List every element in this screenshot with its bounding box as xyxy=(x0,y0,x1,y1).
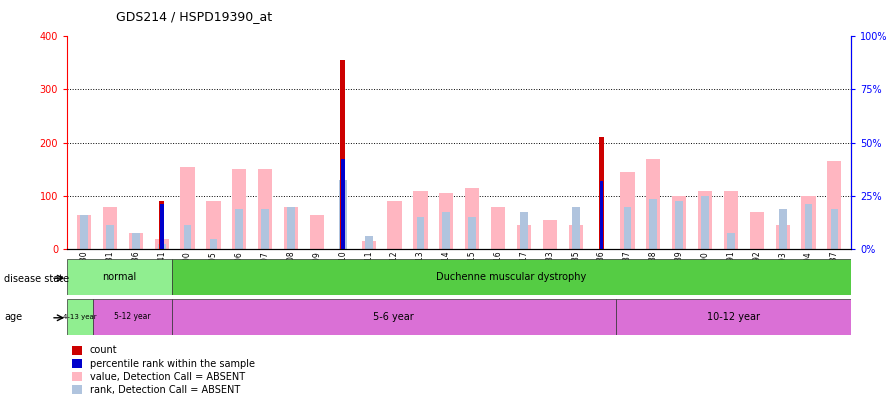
Bar xyxy=(236,209,243,249)
Bar xyxy=(569,225,582,249)
Bar xyxy=(184,225,192,249)
Bar xyxy=(284,207,298,249)
Bar xyxy=(232,169,246,249)
Bar xyxy=(206,201,220,249)
Bar xyxy=(210,239,217,249)
Text: age: age xyxy=(4,312,22,322)
Bar xyxy=(702,196,709,249)
Bar xyxy=(106,225,114,249)
Bar xyxy=(827,161,841,249)
Text: rank, Detection Call = ABSENT: rank, Detection Call = ABSENT xyxy=(90,385,240,395)
Bar xyxy=(779,209,787,249)
Bar xyxy=(801,196,815,249)
Bar xyxy=(310,215,324,249)
Bar xyxy=(805,204,813,249)
Bar xyxy=(443,212,450,249)
Bar xyxy=(724,190,738,249)
Bar xyxy=(572,207,580,249)
Bar xyxy=(172,299,616,335)
Bar xyxy=(132,233,140,249)
Text: 10-12 year: 10-12 year xyxy=(707,312,760,322)
Bar xyxy=(599,137,604,249)
Bar xyxy=(180,167,194,249)
Bar xyxy=(676,201,683,249)
Bar xyxy=(77,215,91,249)
Bar xyxy=(517,225,531,249)
Bar xyxy=(776,225,789,249)
Bar xyxy=(465,188,479,249)
Text: normal: normal xyxy=(102,272,136,282)
Bar xyxy=(67,299,93,335)
Bar xyxy=(365,236,373,249)
Bar xyxy=(750,212,764,249)
Text: count: count xyxy=(90,345,117,356)
Bar xyxy=(620,172,634,249)
Bar xyxy=(258,169,272,249)
Bar xyxy=(287,207,295,249)
Bar xyxy=(67,259,172,295)
Bar xyxy=(262,209,269,249)
Bar xyxy=(727,233,735,249)
Bar xyxy=(646,158,660,249)
Bar xyxy=(624,207,632,249)
Bar xyxy=(439,193,453,249)
Text: 5-6 year: 5-6 year xyxy=(374,312,414,322)
Bar xyxy=(387,201,401,249)
Bar xyxy=(340,158,345,249)
Text: GDS214 / HSPD19390_at: GDS214 / HSPD19390_at xyxy=(116,10,272,23)
Text: disease state: disease state xyxy=(4,274,70,284)
Bar xyxy=(154,239,168,249)
Bar xyxy=(103,207,117,249)
Bar xyxy=(159,204,164,249)
Bar xyxy=(93,299,172,335)
Bar xyxy=(491,207,505,249)
Bar xyxy=(469,217,476,249)
Text: value, Detection Call = ABSENT: value, Detection Call = ABSENT xyxy=(90,371,245,382)
Text: Duchenne muscular dystrophy: Duchenne muscular dystrophy xyxy=(436,272,587,282)
Bar xyxy=(831,209,839,249)
Bar xyxy=(159,201,164,249)
Bar xyxy=(417,217,425,249)
Bar xyxy=(520,212,528,249)
Bar xyxy=(339,180,347,249)
Text: percentile rank within the sample: percentile rank within the sample xyxy=(90,358,254,369)
Bar xyxy=(361,242,375,249)
Bar xyxy=(672,196,686,249)
Bar xyxy=(340,60,345,249)
Bar xyxy=(129,233,142,249)
Bar xyxy=(650,199,657,249)
Bar xyxy=(172,259,851,295)
Bar xyxy=(698,190,712,249)
Bar xyxy=(599,181,603,249)
Text: 5-12 year: 5-12 year xyxy=(114,312,151,321)
Bar xyxy=(616,299,851,335)
Bar xyxy=(158,244,166,249)
Bar xyxy=(413,190,427,249)
Bar xyxy=(543,220,557,249)
Bar xyxy=(80,215,88,249)
Text: 4-13 year: 4-13 year xyxy=(64,314,97,320)
